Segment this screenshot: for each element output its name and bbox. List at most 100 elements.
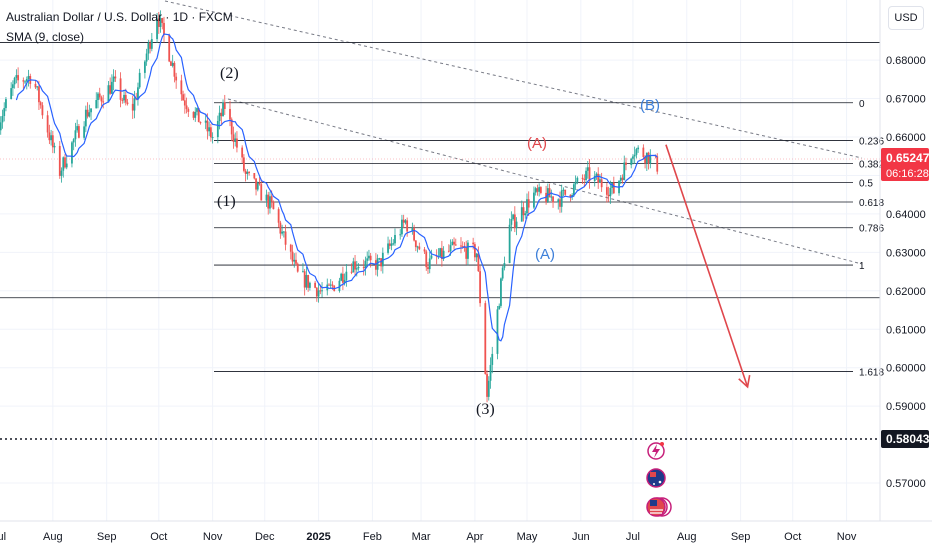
candle-body (171, 62, 174, 66)
candle-body (649, 154, 652, 164)
candle-body (500, 278, 502, 306)
time-tick-label: Nov (837, 531, 857, 543)
candle-body (564, 189, 567, 195)
candle-body (442, 250, 445, 260)
candle-body (352, 261, 355, 273)
time-tick-label: Oct (150, 531, 167, 543)
candle-body (612, 182, 615, 194)
candle-body (147, 42, 150, 54)
candle-body (520, 207, 523, 222)
candle-body (25, 79, 28, 82)
trendline-upper[interactable] (164, 0, 863, 159)
candle-body (533, 192, 535, 208)
last-price-value: 0.65247 (886, 151, 930, 165)
candle-body (39, 102, 42, 106)
candle-body (472, 242, 475, 245)
economic-event-icon[interactable] (647, 442, 665, 460)
fibonacci-retracement[interactable]: 0 0.236 0.382 0.5 0.618 0.786 1 1.618 (214, 99, 884, 379)
candle-body (5, 99, 7, 109)
candle-body (630, 158, 633, 165)
wave-label-a-red: (A) (527, 135, 547, 152)
price-tick-label: 0.67000 (886, 94, 926, 106)
candle-body (255, 178, 257, 190)
candle-body (449, 245, 452, 251)
price-axis[interactable]: 0.680000.670000.660000.650000.640000.630… (886, 55, 926, 490)
candle-body (114, 76, 117, 79)
candle-body (159, 18, 162, 27)
candle-body (487, 380, 490, 397)
candle-body (109, 85, 112, 94)
projection-arrow-head[interactable] (738, 374, 751, 389)
candle-body (222, 102, 224, 117)
candle-body (267, 194, 270, 209)
candle-body (204, 120, 207, 123)
candle-body (637, 147, 640, 150)
candle-body (296, 263, 299, 272)
wave-labels: (2) (1) (3) (A) (B) (A) (217, 65, 660, 418)
candle-body (539, 187, 542, 193)
candle-body (355, 268, 358, 270)
candle-body (3, 108, 6, 117)
drawing-lines[interactable] (0, 0, 880, 299)
time-tick-label: Dec (255, 531, 275, 543)
event-icons[interactable] (646, 442, 672, 517)
candle-body (168, 34, 171, 62)
price-tick-label: 0.66000 (886, 132, 926, 144)
symbol-title[interactable]: Australian Dollar / U.S. Dollar · 1D · F… (6, 10, 233, 24)
candle-body (196, 108, 198, 112)
candle-body (595, 173, 598, 176)
trendline-lower[interactable] (227, 98, 863, 265)
projection-arrow-shaft[interactable] (665, 144, 749, 388)
candle-body (423, 249, 426, 252)
candle-body (289, 244, 292, 252)
candle-body (156, 18, 158, 40)
candle-body (586, 167, 589, 171)
indicator-legend[interactable]: SMA (9, close) (6, 30, 85, 44)
candle-body (647, 152, 650, 164)
time-axis[interactable]: Jul Aug Sep Oct Nov Dec 2025 Feb Mar Apr May Jun Jul… (0, 531, 857, 543)
candle-body (413, 228, 415, 241)
candle-body (331, 284, 334, 286)
candle-body (321, 290, 323, 292)
candle-body (447, 250, 450, 252)
candle-body (642, 147, 645, 157)
australia-flag-icon[interactable] (646, 468, 666, 488)
candle-body (110, 81, 113, 94)
candle-body (475, 253, 478, 258)
candle-body (17, 75, 20, 81)
candle-body (121, 99, 124, 101)
candle-body (182, 94, 185, 101)
time-tick-label: Apr (466, 531, 483, 543)
candle-body (538, 187, 541, 192)
candle-body (477, 253, 480, 272)
candle-body (644, 156, 646, 164)
candle-body (137, 87, 139, 100)
candle-body (503, 263, 506, 268)
candle-body (119, 78, 122, 100)
candle-body (343, 279, 346, 283)
candle-body (236, 138, 238, 148)
level-price-value: 0.58043 (886, 432, 930, 446)
candle-body (581, 177, 584, 179)
candle-body (86, 109, 89, 117)
candle-body (71, 142, 73, 164)
candle-body (319, 290, 322, 292)
candle-body (401, 219, 403, 235)
candle-body (11, 84, 14, 89)
candle-body (354, 261, 356, 270)
projection-arrow[interactable] (665, 144, 751, 389)
candle-body (498, 305, 501, 310)
candle-body (291, 251, 294, 262)
candle-body (293, 259, 296, 262)
candle-body (216, 120, 219, 138)
us-flag-icon[interactable] (646, 497, 672, 517)
candle-body (411, 228, 414, 232)
candle-body (557, 199, 560, 203)
currency-button[interactable]: USD (888, 6, 924, 30)
candle-body (58, 145, 61, 176)
candle-body (461, 246, 464, 248)
candle-body (170, 61, 172, 66)
candle-body (362, 267, 365, 269)
